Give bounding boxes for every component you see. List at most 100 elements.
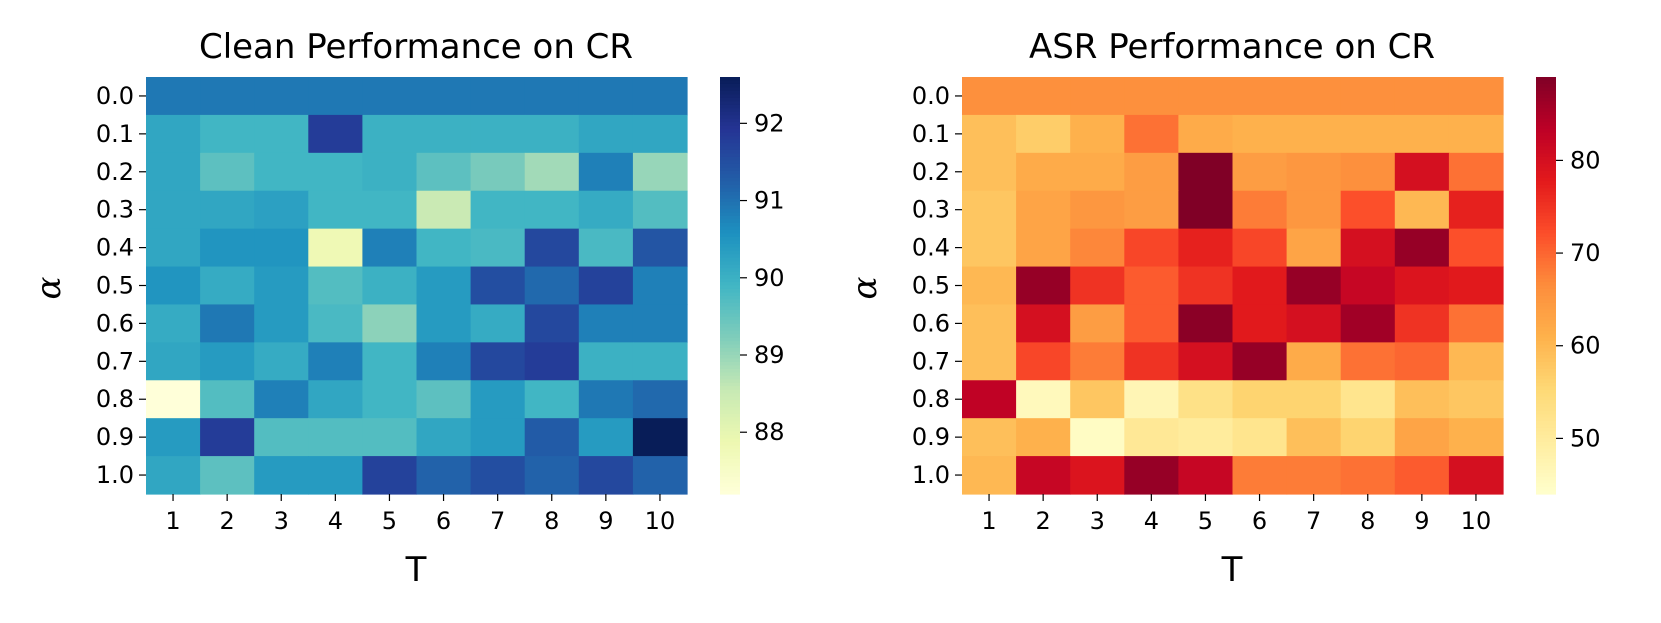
heatmap-cell	[308, 114, 363, 154]
colorbar-segment	[1536, 216, 1556, 221]
heatmap-cell	[524, 152, 580, 192]
heatmap-cell	[1232, 152, 1288, 192]
heatmap-cell	[524, 418, 580, 457]
heatmap-cell	[1178, 456, 1234, 495]
heatmap-cell	[524, 342, 580, 381]
y-tick-label: 0.7	[96, 347, 134, 375]
heatmap-cell	[1070, 266, 1125, 306]
heatmap-cell	[1178, 228, 1234, 268]
colorbar-segment	[720, 233, 740, 238]
heatmap-cell	[254, 114, 309, 154]
colorbar-segment	[720, 278, 740, 283]
heatmap-cell	[632, 418, 688, 457]
colorbar-segment	[720, 191, 740, 196]
colorbar-segment	[720, 170, 740, 175]
colorbar-segment	[1536, 462, 1556, 467]
colorbar-segment	[1536, 94, 1556, 99]
heatmap-cell	[1394, 190, 1450, 230]
heatmap-cell	[962, 342, 1017, 381]
colorbar-segment	[1536, 414, 1556, 419]
heatmap-cell	[1340, 266, 1396, 306]
heatmap-cell	[1448, 380, 1504, 419]
colorbar-tick-label: 70	[1570, 239, 1601, 267]
colorbar-segment	[720, 160, 740, 165]
colorbar-segment	[720, 365, 740, 370]
colorbar-segment	[1536, 222, 1556, 228]
heatmap-cell	[470, 342, 526, 381]
colorbar-segment	[1536, 254, 1556, 259]
heatmap-cell	[1286, 266, 1342, 306]
colorbar-segment	[720, 198, 740, 203]
colorbar-segment	[720, 250, 740, 255]
heatmap-cell	[1070, 456, 1125, 495]
heatmap-cell	[1070, 304, 1125, 343]
heatmap-cell	[146, 190, 201, 230]
colorbar-segment	[1536, 143, 1556, 148]
heatmap-cell	[1448, 190, 1504, 230]
colorbar-segment	[1536, 368, 1556, 373]
x-axis-ticks: 1 2 3 4 5 6 7 8 9 10	[981, 494, 1491, 535]
heatmap-cell	[146, 418, 201, 457]
colorbar-segment	[720, 80, 740, 85]
heatmap-cell	[524, 456, 580, 495]
heatmap-cell	[1124, 304, 1179, 343]
heatmap-cell	[308, 456, 363, 495]
colorbar-segment	[1536, 337, 1556, 342]
heatmap-cell	[1016, 114, 1071, 154]
colorbar-segment	[1536, 202, 1556, 207]
heatmap-cell	[146, 342, 201, 381]
colorbar-segment	[1536, 320, 1556, 325]
colorbar-segment	[1536, 101, 1556, 106]
heatmap-cell	[1016, 152, 1071, 192]
heatmap-cell	[470, 152, 526, 192]
heatmap-cell	[200, 114, 255, 154]
colorbar-segment	[720, 459, 740, 464]
heatmap-cell	[1232, 380, 1288, 419]
colorbar-segment	[720, 143, 740, 148]
heatmap-cell	[578, 304, 634, 343]
heatmap-cell	[1448, 266, 1504, 306]
heatmap-cell	[1124, 456, 1179, 495]
heatmap-grid	[962, 77, 1504, 495]
y-tick-label: 0.4	[96, 234, 134, 262]
colorbar-segment	[720, 323, 740, 328]
heatmap-cell	[1232, 418, 1288, 457]
heatmap-cell	[1124, 266, 1179, 306]
heatmap-cell	[1286, 114, 1342, 154]
heatmap-cell	[1178, 380, 1234, 419]
heatmap-cell	[146, 266, 201, 306]
colorbar-segment	[1536, 403, 1556, 408]
colorbar-segment	[720, 337, 740, 342]
colorbar-segment	[1536, 275, 1556, 280]
heatmap-cell	[1016, 304, 1071, 343]
heatmap-cell	[146, 114, 201, 154]
heatmap-cell	[1448, 304, 1504, 343]
heatmap-cell	[1070, 152, 1125, 192]
colorbar-segment	[1536, 393, 1556, 398]
heatmap-cell	[470, 304, 526, 343]
heatmap-cell	[1016, 228, 1071, 268]
colorbar-segment	[720, 379, 740, 384]
colorbar-segment	[720, 122, 740, 127]
colorbar-segment	[720, 271, 740, 276]
colorbar-segment	[1536, 344, 1556, 349]
heatmap-cell	[524, 228, 580, 268]
x-tick-label: 10	[1461, 507, 1492, 535]
x-axis-label: T	[1221, 550, 1243, 590]
x-tick-label: 7	[490, 507, 505, 535]
heatmap-cell	[1124, 152, 1179, 192]
heatmap-cell	[1340, 380, 1396, 419]
y-axis-ticks: 0.0 0.1 0.2 0.3 0.4 0.5 0.6 0.7 0.8 0.9 1.0	[912, 82, 962, 489]
colorbar-segment	[1536, 247, 1556, 252]
colorbar-segment	[1536, 288, 1556, 294]
colorbar-segment	[720, 361, 740, 367]
colorbar-segment	[1536, 149, 1556, 155]
colorbar-segment	[1536, 111, 1556, 116]
colorbar-segment	[1536, 125, 1556, 130]
colorbar-segment	[1536, 181, 1556, 186]
colorbar-segment	[1536, 153, 1556, 158]
y-axis-label: α	[29, 276, 69, 299]
colorbar-segment	[1536, 77, 1556, 82]
heatmap-cell	[470, 77, 526, 116]
